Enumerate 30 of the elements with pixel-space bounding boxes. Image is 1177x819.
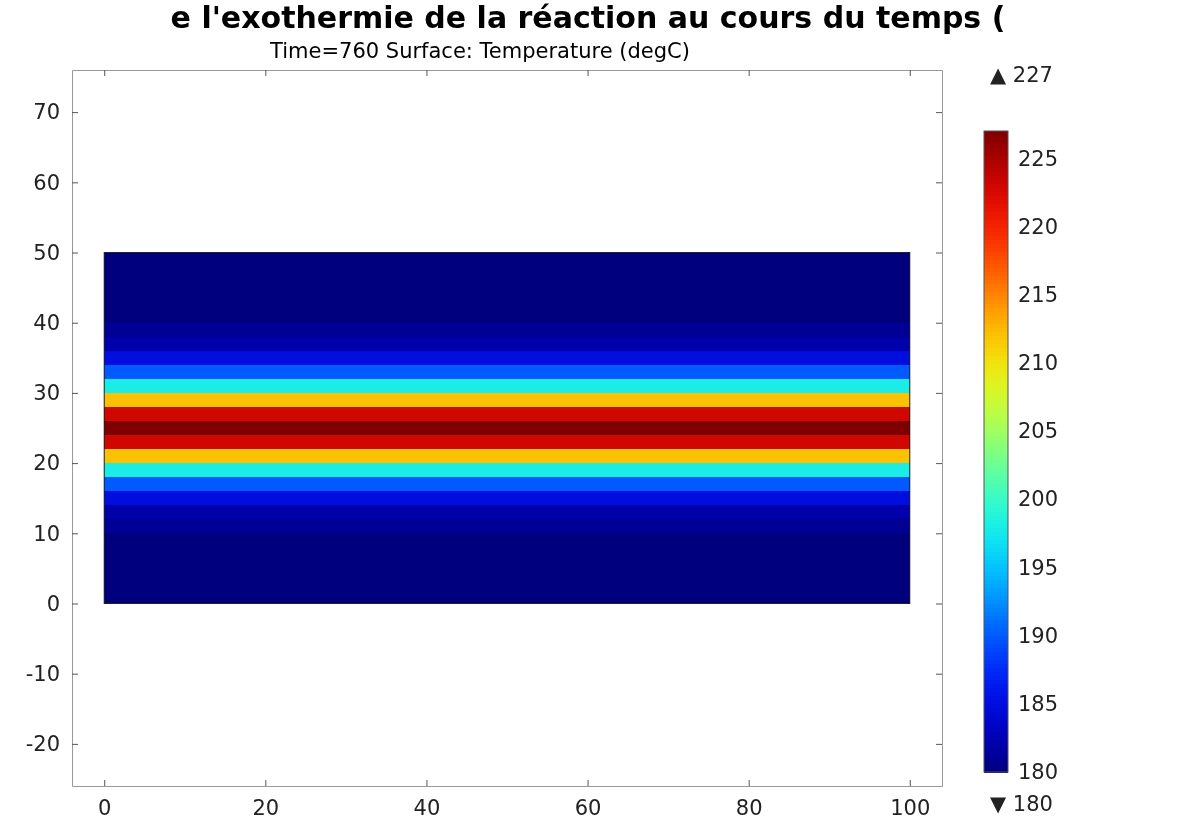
chart-title: e l'exothermie de la réaction au cours du temps ( — [170, 0, 1006, 35]
color-bar-label: 180 — [1018, 760, 1059, 785]
y-tick-label: -20 — [25, 732, 60, 757]
y-tick-label: 30 — [33, 381, 60, 406]
color-bar-label: 195 — [1018, 555, 1059, 580]
text: ▼ 180 — [990, 792, 1053, 816]
x-tick-label: 100 — [890, 795, 931, 819]
text: ▲ 227 — [990, 63, 1053, 87]
color-bar-label: 185 — [1018, 692, 1059, 717]
y-tick-label: 20 — [33, 451, 60, 476]
color-bar-label: 215 — [1018, 282, 1059, 307]
color-bar-label: 210 — [1018, 351, 1059, 376]
y-tick-label: 0 — [46, 591, 60, 616]
y-tick-label: 10 — [33, 521, 60, 546]
chart-subtitle: Time=760 Surface: Temperature (degC) — [269, 39, 690, 63]
color-bar-label: 205 — [1018, 419, 1059, 444]
y-tick-label: 70 — [33, 100, 60, 125]
color-bar-label: 220 — [1018, 214, 1059, 239]
y-tick-label: 50 — [33, 240, 60, 265]
y-tick-label: 60 — [33, 170, 60, 195]
color-bar-label: 225 — [1018, 146, 1059, 171]
x-tick-label: 40 — [413, 795, 441, 819]
x-tick-label: 20 — [252, 795, 280, 819]
y-tick-label: -10 — [25, 661, 60, 686]
x-tick-label: 0 — [98, 795, 112, 819]
color-bar-label: 200 — [1018, 487, 1059, 512]
color-bar-label: 190 — [1018, 623, 1059, 648]
x-tick-label: 60 — [574, 795, 602, 819]
x-tick-label: 80 — [735, 795, 763, 819]
y-tick-label: 40 — [33, 310, 60, 335]
